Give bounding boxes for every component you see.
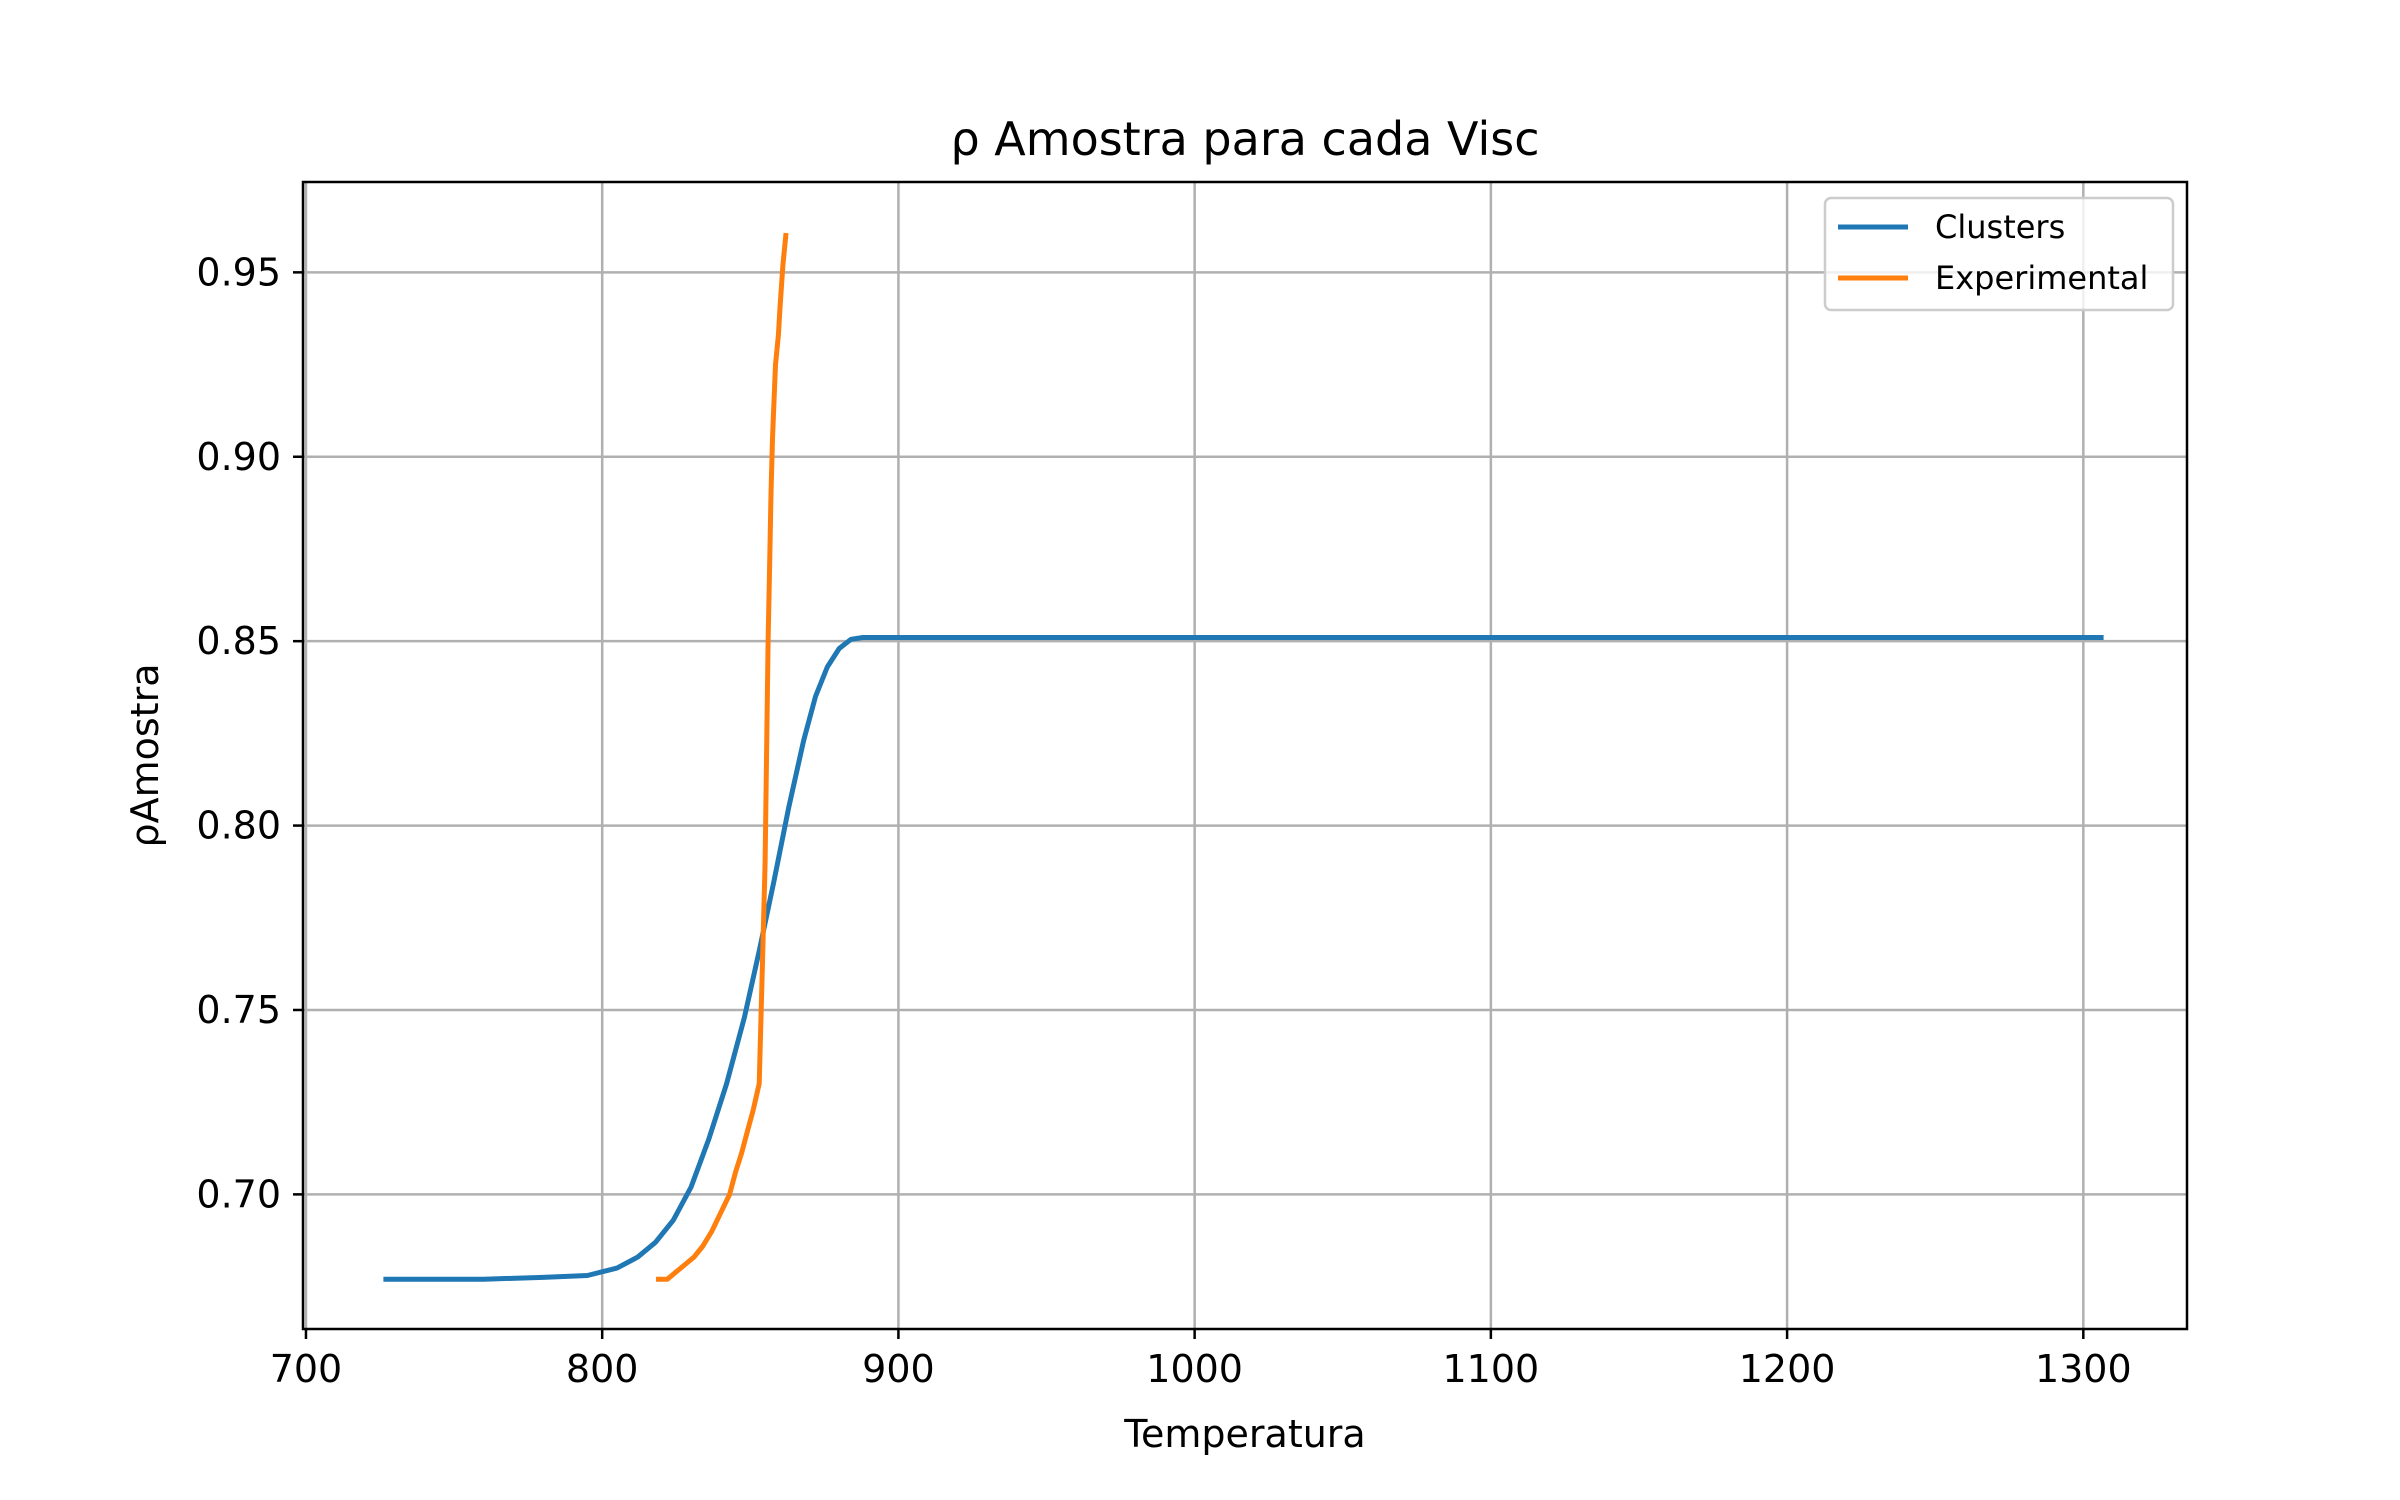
x-tick-label: 900	[862, 1347, 935, 1391]
y-axis-label: ρAmostra	[123, 664, 167, 848]
x-axis-label: Temperatura	[1123, 1412, 1365, 1456]
plot-area-frame	[301, 180, 2189, 1331]
x-tick-label: 1200	[1739, 1347, 1836, 1391]
chart-title: ρ Amostra para cada Visc	[950, 112, 1539, 166]
legend-label-experimental: Experimental	[1935, 259, 2148, 297]
legend: Clusters Experimental	[1823, 196, 2175, 312]
y-tick-label: 0.80	[196, 804, 281, 848]
x-tick-label: 700	[270, 1347, 343, 1391]
y-tick-label: 0.85	[196, 619, 281, 663]
legend-label-clusters: Clusters	[1935, 208, 2065, 246]
y-tick-label: 0.70	[196, 1172, 281, 1216]
y-tick-label: 0.75	[196, 988, 281, 1032]
ticks: 700 800 900 1000 1100 1200 1300 0.70 0.75 0.80 0.8…	[196, 250, 2131, 1391]
y-tick-label: 0.95	[196, 250, 281, 294]
x-tick-label: 1100	[1443, 1347, 1540, 1391]
series-layer	[383, 232, 2104, 1282]
series-line-clusters	[383, 635, 2104, 1282]
x-tick-label: 800	[566, 1347, 639, 1391]
x-tick-label: 1300	[2035, 1347, 2132, 1391]
series-line-experimental	[656, 232, 789, 1282]
grid	[303, 182, 2187, 1329]
legend-box	[1823, 196, 2175, 312]
y-tick-label: 0.90	[196, 435, 281, 479]
x-tick-label: 1000	[1146, 1347, 1243, 1391]
